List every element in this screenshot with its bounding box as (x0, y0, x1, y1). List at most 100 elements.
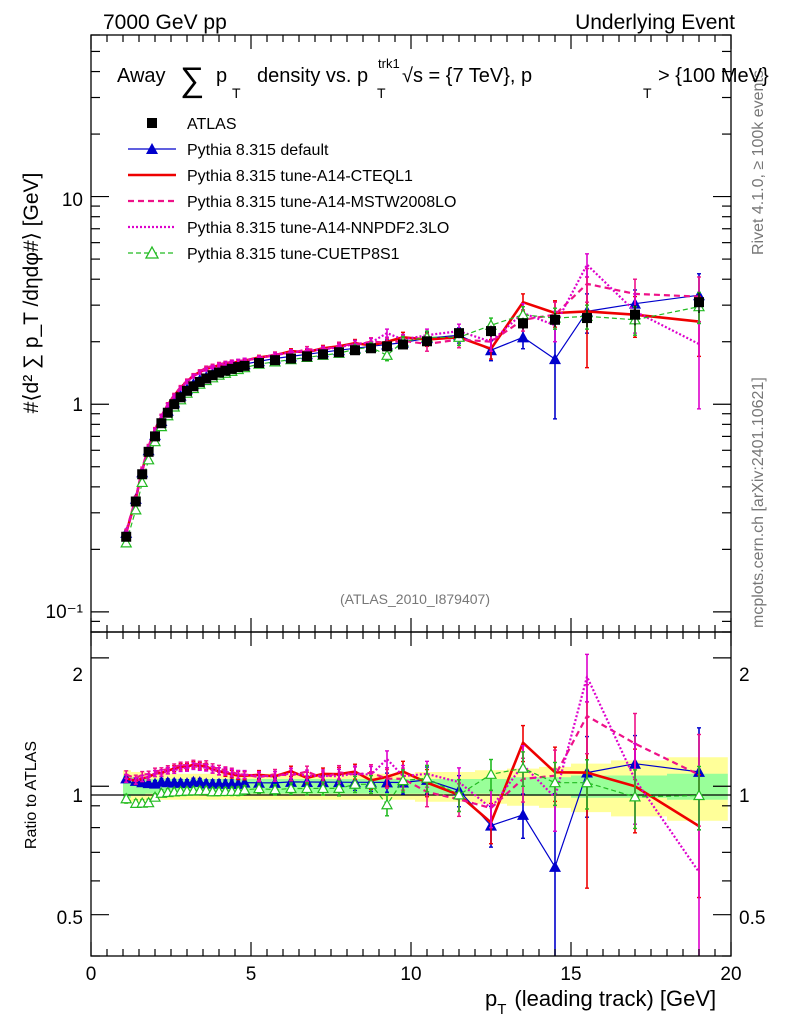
data-point (396, 774, 410, 786)
data-point (269, 776, 281, 788)
y-tick-label-ratio-right: 0.5 (739, 908, 765, 929)
data-point (422, 336, 432, 347)
rivet-label: Rivet 4.1.0, ≥ 100k events (750, 70, 767, 255)
data-point (580, 776, 594, 788)
data-point (300, 782, 314, 794)
legend-label: Pythia 8.315 tune-A14-NNPDF2.3LO (187, 220, 449, 237)
axis-ticks (90, 34, 732, 957)
x-tick-label: 0 (86, 964, 97, 985)
x-axis-label-rest: (leading track) [GeV] (514, 986, 716, 1011)
data-point (452, 788, 466, 800)
title-sqrt-s: √s = {7 TeV}, p (402, 65, 532, 87)
title-cut: > {100 MeV} (658, 65, 769, 87)
data-point (382, 341, 392, 352)
series-line (125, 306, 700, 543)
data-point (334, 347, 344, 358)
data-point (239, 360, 250, 371)
y-axis-label-ratio: Ratio to ATLAS (23, 741, 40, 849)
x-tick-label: 20 (720, 964, 741, 985)
data-point (350, 345, 360, 356)
data-point (380, 349, 394, 360)
ratio-series-layer (120, 653, 706, 956)
legend-marker-atlas (147, 118, 157, 128)
data-point (302, 351, 312, 362)
data-point (142, 796, 155, 808)
legend-marker-cuetp8s1 (144, 245, 160, 259)
title-T-sub: T (232, 85, 241, 101)
y-tick-label-ratio-right: 1 (739, 786, 750, 807)
plot-title: Away ∑ p T density vs. p trk1 T √s = {7 … (117, 56, 769, 101)
series-pythia-8-315-tune-a14-nnpdf2-3lo (124, 253, 701, 536)
title-T-sub3: T (643, 85, 652, 101)
data-point (549, 353, 561, 365)
y-tick-label-ratio: 0.5 (57, 908, 83, 929)
y-tick-label-main: 10 (62, 190, 83, 211)
title-T-sub2: T (377, 85, 386, 101)
data-point (630, 309, 640, 320)
x-tick-label: 5 (246, 964, 257, 985)
x-tick-label: 10 (400, 964, 421, 985)
series-pythia-8-315-tune-a14-mstw2008lo (124, 267, 701, 534)
data-point (175, 392, 186, 403)
data-point (207, 370, 218, 381)
data-point (238, 783, 251, 795)
data-point (420, 771, 434, 783)
data-point (182, 385, 192, 396)
data-point (268, 783, 282, 795)
data-point (254, 357, 264, 368)
data-point (252, 782, 266, 794)
data-point (214, 367, 224, 378)
title-sum-symbol: ∑ (180, 61, 204, 99)
data-point (238, 776, 251, 788)
data-point (200, 784, 213, 796)
legend-label: Pythia 8.315 default (187, 142, 329, 159)
data-point (188, 381, 199, 392)
legend: ATLAS Pythia 8.315 default Pythia 8.315 … (128, 116, 456, 263)
data-point (316, 782, 330, 794)
title-p: p (216, 65, 227, 87)
data-point (143, 446, 154, 457)
legend-label: ATLAS (187, 116, 237, 133)
y-axis-label-main: #⟨d² ∑ p_T /dηdφ#⟩ [GeV] (20, 173, 43, 414)
series-pythia-8-315-tune-cuetp8s1 (120, 291, 706, 548)
data-point (550, 314, 560, 325)
series-line (125, 294, 700, 534)
series-pythia-8-315-tune-a14-nnpdf2-3lo-ratio (124, 653, 701, 956)
data-point (220, 365, 231, 376)
data-point (364, 778, 378, 789)
series-atlas (121, 292, 704, 542)
series-line (125, 263, 700, 534)
data-point (130, 496, 141, 507)
data-point (162, 407, 173, 418)
main-series-layer (120, 253, 706, 548)
data-point (129, 503, 142, 515)
legend-label: Pythia 8.315 tune-A14-MSTW2008LO (187, 194, 456, 211)
legend-label: Pythia 8.315 tune-CUETP8S1 (187, 246, 400, 263)
x-axis-label-sub: T (497, 1001, 506, 1018)
data-point (582, 313, 592, 324)
data-point (348, 778, 362, 789)
data-point (286, 353, 296, 364)
title-trk1: trk1 (378, 56, 400, 71)
x-axis-label: pT (leading track) [GeV] (485, 986, 716, 1018)
y-tick-label-main: 1 (72, 395, 83, 416)
data-point (120, 792, 133, 804)
data-point (270, 355, 280, 366)
data-point (150, 431, 160, 442)
data-point (233, 362, 244, 373)
x-axis-label-p: p (485, 986, 497, 1011)
mcplots-label: mcplots.cern.ch [arXiv:2401.10621] (750, 377, 767, 628)
legend-label: Pythia 8.315 tune-A14-CTEQL1 (187, 168, 413, 185)
data-point (136, 476, 149, 488)
data-point (137, 469, 148, 480)
x-tick-label: 15 (560, 964, 581, 985)
data-point (694, 297, 704, 308)
data-point (548, 776, 562, 788)
y-tick-label-main: 10⁻¹ (46, 602, 84, 623)
y-tick-label-ratio: 2 (72, 665, 83, 686)
data-point (194, 376, 205, 387)
data-point (486, 326, 496, 337)
data-point (518, 318, 528, 329)
data-point (284, 782, 298, 794)
